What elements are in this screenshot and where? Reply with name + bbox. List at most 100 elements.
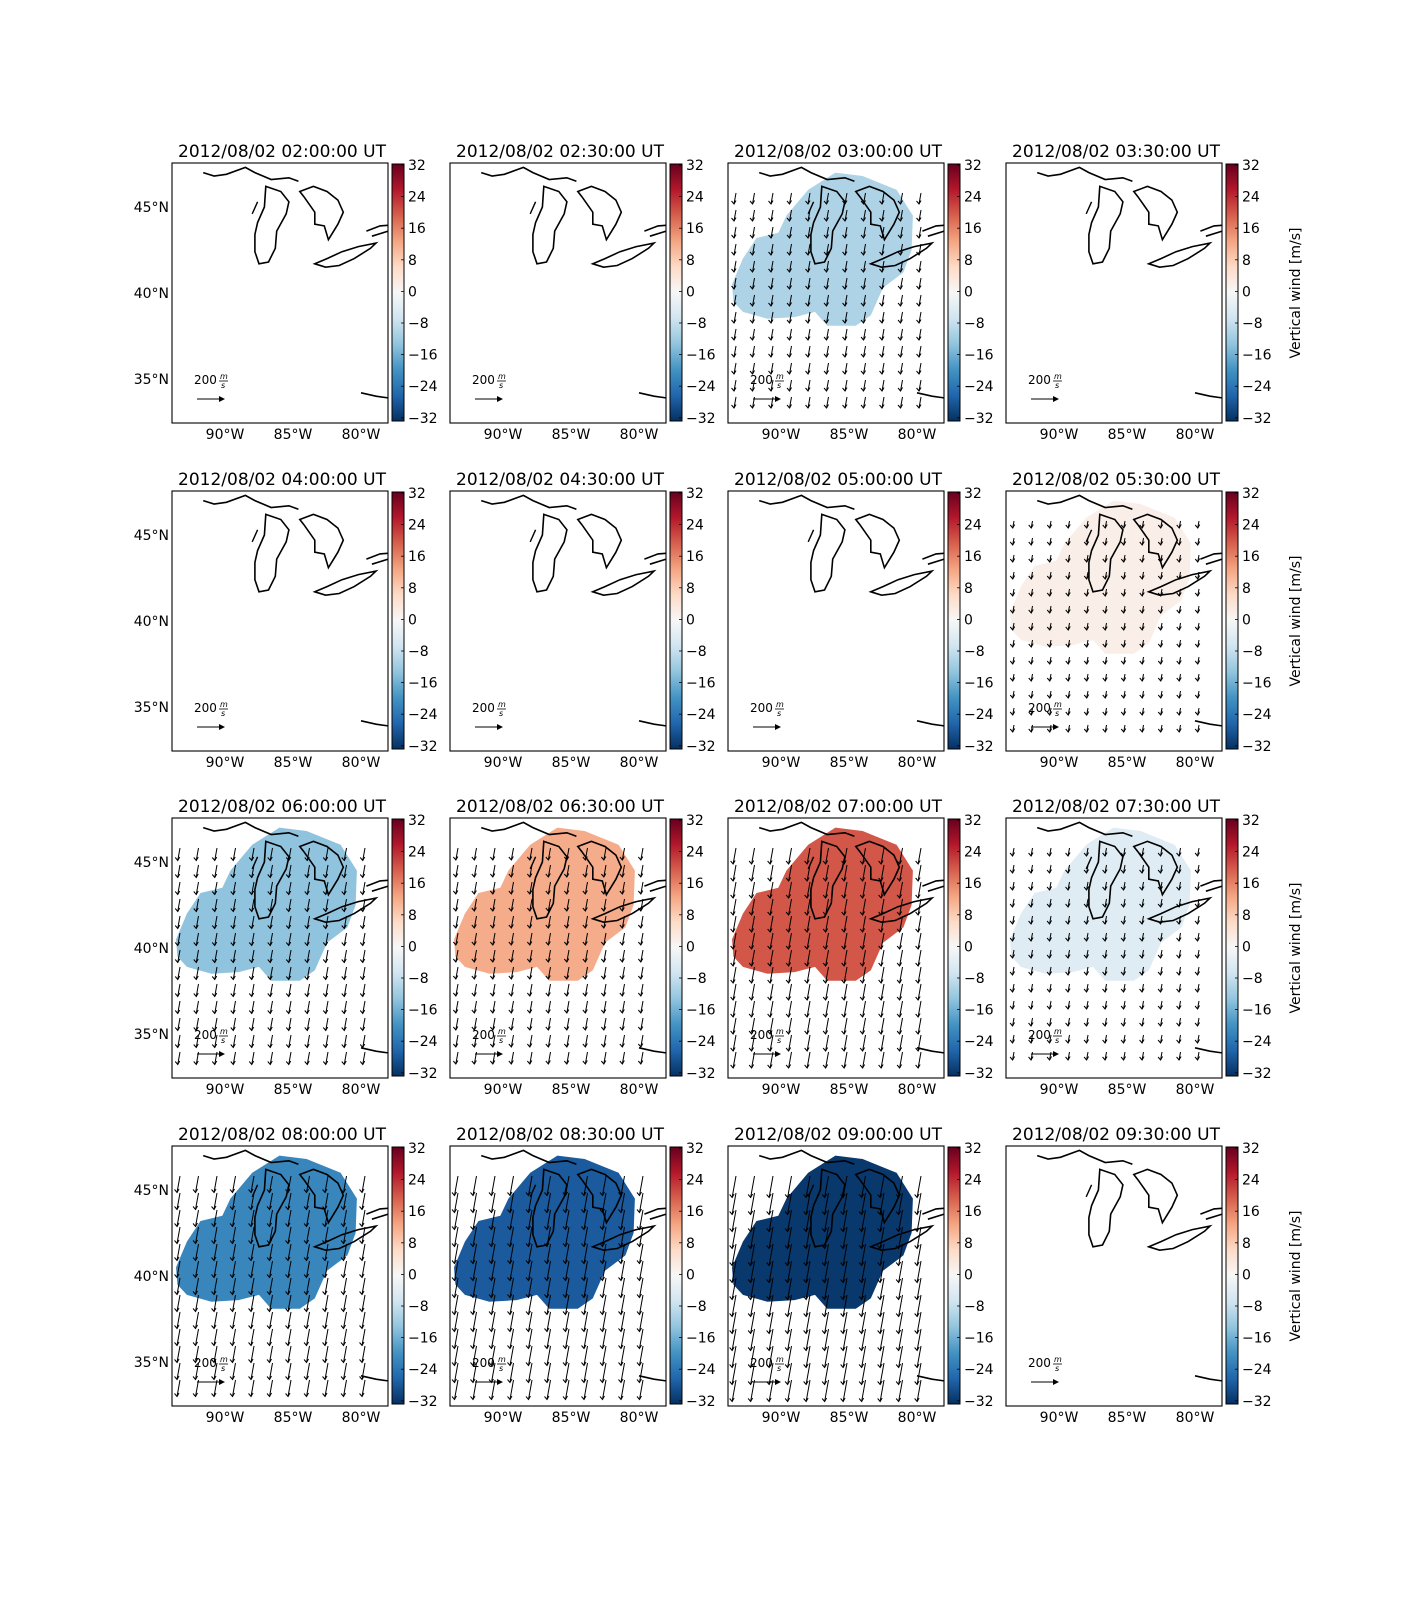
wind-vector [805,1311,811,1334]
wind-vector [732,1051,737,1069]
wind-vector [898,1226,903,1249]
wind-vector [527,1362,533,1383]
lon-label: 90°W [762,1082,801,1098]
wind-vector [731,1345,737,1368]
wind-vector [898,1277,903,1300]
colorbar-tick-label: −32 [686,411,716,427]
wind-arrowhead [452,924,459,929]
wind-vector [768,1345,774,1368]
wind-arrowhead [581,1276,587,1282]
wind-vector [287,1311,292,1329]
wind-arrowhead [637,1026,644,1031]
colorbar-tick-label: −32 [1242,411,1272,427]
wind-vector [509,1362,514,1383]
key-value: 200 [1028,1028,1051,1042]
wind-arrowhead [229,1222,235,1228]
wind-arrowhead [1194,954,1200,959]
wind-arrowhead [823,285,829,290]
wind-arrowhead [1083,558,1090,563]
wind-arrowhead [805,251,811,256]
wind-arrowhead [452,873,459,878]
wind-vector [603,847,607,861]
wind-vector [733,243,737,256]
wind-vector [900,294,903,307]
coastlines [480,1149,666,1382]
wind-arrowhead [359,992,366,998]
wind-vector [547,966,551,980]
wind-vector [899,932,903,950]
wind-vector [861,1345,866,1368]
wind-vector [843,1034,848,1052]
wind-arrowhead [599,1259,605,1265]
wind-arrowhead [1194,728,1201,733]
wind-arrowhead [322,1222,328,1228]
wind-arrowhead [858,1193,865,1199]
wind-arrowhead [545,1009,551,1014]
wind-vector [881,311,885,324]
wind-arrowhead [1028,971,1034,976]
wind-arrowhead [303,1358,309,1364]
wind-arrowhead [248,958,255,964]
wind-vector [843,983,848,1001]
wind-arrowhead [508,958,514,963]
wind-arrowhead [1102,677,1108,682]
wind-arrowhead [471,992,477,997]
wind-vector [824,1328,829,1351]
wind-arrowhead [248,941,255,947]
colorbar-tick-label: −16 [686,1003,716,1019]
colorbar-tick-label: 16 [686,221,704,237]
wind-arrowhead [600,907,607,912]
wind-vector [343,1243,347,1261]
wind-vector [862,881,866,899]
wind-arrowhead [749,217,755,222]
wind-vector [751,915,755,933]
wind-arrowhead [896,1064,903,1069]
wind-vector [529,1017,533,1031]
colorbar-tick-label: 32 [1242,158,1260,174]
wind-arrowhead [860,370,866,375]
wind-vector [566,1017,570,1031]
wind-arrowhead [1046,592,1053,597]
wind-arrowhead [545,907,551,912]
wind-arrowhead [895,1312,902,1318]
wind-arrowhead [1157,592,1164,597]
wind-vector [361,1311,366,1329]
lake-erie [868,569,935,597]
wind-arrowhead [545,975,551,980]
wind-arrowhead [859,911,866,916]
wind-arrowhead [636,1242,642,1248]
wind-vector [529,881,533,895]
wind-vector [731,1209,737,1232]
wind-vector [287,1379,292,1397]
wind-arrowhead [1046,609,1053,614]
wind-arrowhead [822,894,829,899]
wind-vector [547,1017,551,1031]
wind-arrowhead [1046,971,1052,976]
wind-vector [492,966,496,980]
panel-title: 2012/08/02 03:30:00 UT [1012,142,1221,162]
wind-vector [213,1277,218,1295]
wind-arrowhead [1083,575,1090,580]
wind-arrowhead [729,1295,735,1301]
wind-vector [214,1017,218,1031]
lon-label: 85°W [830,427,869,443]
wind-vector [789,260,792,273]
wind-arrowhead [599,1327,605,1333]
wind-arrowhead [896,945,903,950]
wind-vector [306,847,310,861]
wind-vector [564,1209,570,1230]
wind-arrowhead [563,941,570,946]
wind-arrowhead [1028,626,1034,631]
wind-vector [770,209,774,222]
coastline [758,1149,855,1165]
wind-arrowhead [267,975,273,981]
wind-vector [510,881,514,895]
coastline [480,1149,577,1165]
wind-vector [529,949,533,963]
wind-arrowhead [840,1312,846,1318]
wind-vector [750,1192,755,1215]
wind-arrowhead [451,1378,457,1384]
wind-arrowhead [860,251,866,256]
wind-vector [898,1379,903,1402]
